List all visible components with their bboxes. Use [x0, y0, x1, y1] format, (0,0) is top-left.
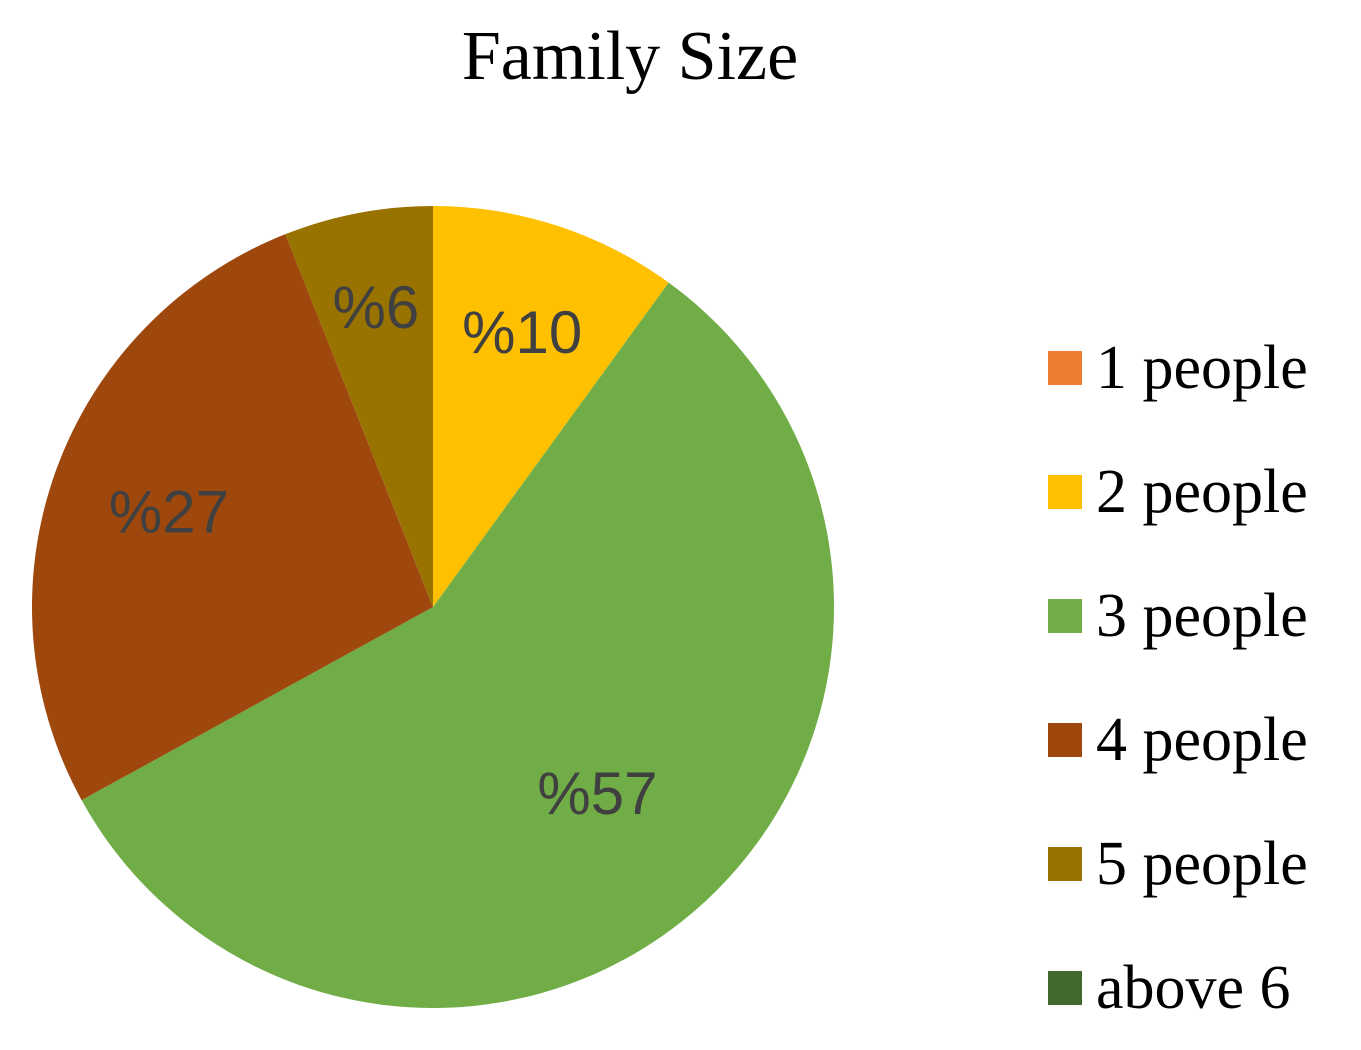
legend-item-5-people: 5 people: [1048, 802, 1348, 926]
data-label-5-people: %6: [333, 274, 420, 341]
legend-label-2-people: 2 people: [1096, 458, 1308, 526]
legend-swatch-4-people: [1048, 723, 1082, 757]
data-label-3-people: %57: [537, 760, 657, 827]
pie-slice-4-people: [31, 234, 433, 801]
legend-label-1-people: 1 people: [1096, 334, 1308, 402]
legend-label-3-people: 3 people: [1096, 582, 1308, 650]
pie-slice-5-people: [285, 206, 433, 607]
data-label-2-people: %10: [462, 299, 582, 366]
legend-label-4-people: 4 people: [1096, 706, 1308, 774]
chart-title: Family Size: [461, 18, 799, 95]
legend-swatch-above-6: [1048, 971, 1082, 1005]
legend-swatch-1-people: [1048, 351, 1082, 385]
legend-item-above-6: above 6: [1048, 926, 1348, 1050]
legend-item-2-people: 2 people: [1048, 430, 1348, 554]
legend-swatch-3-people: [1048, 599, 1082, 633]
data-label-4-people: %27: [109, 478, 229, 545]
legend-label-above-6: above 6: [1096, 954, 1291, 1022]
pie-slices: [31, 206, 834, 1008]
chart-legend: 1 people 2 people 3 people 4 people 5 people…: [1048, 306, 1348, 1050]
legend-swatch-2-people: [1048, 475, 1082, 509]
pie-slice-3-people: [81, 282, 834, 1008]
legend-item-3-people: 3 people: [1048, 554, 1348, 678]
legend-item-1-people: 1 people: [1048, 306, 1348, 430]
legend-item-4-people: 4 people: [1048, 678, 1348, 802]
legend-swatch-5-people: [1048, 847, 1082, 881]
pie-data-labels: %10 %57 %27 %6: [109, 274, 658, 827]
legend-label-5-people: 5 people: [1096, 830, 1308, 898]
pie-slice-2-people: [433, 206, 669, 607]
